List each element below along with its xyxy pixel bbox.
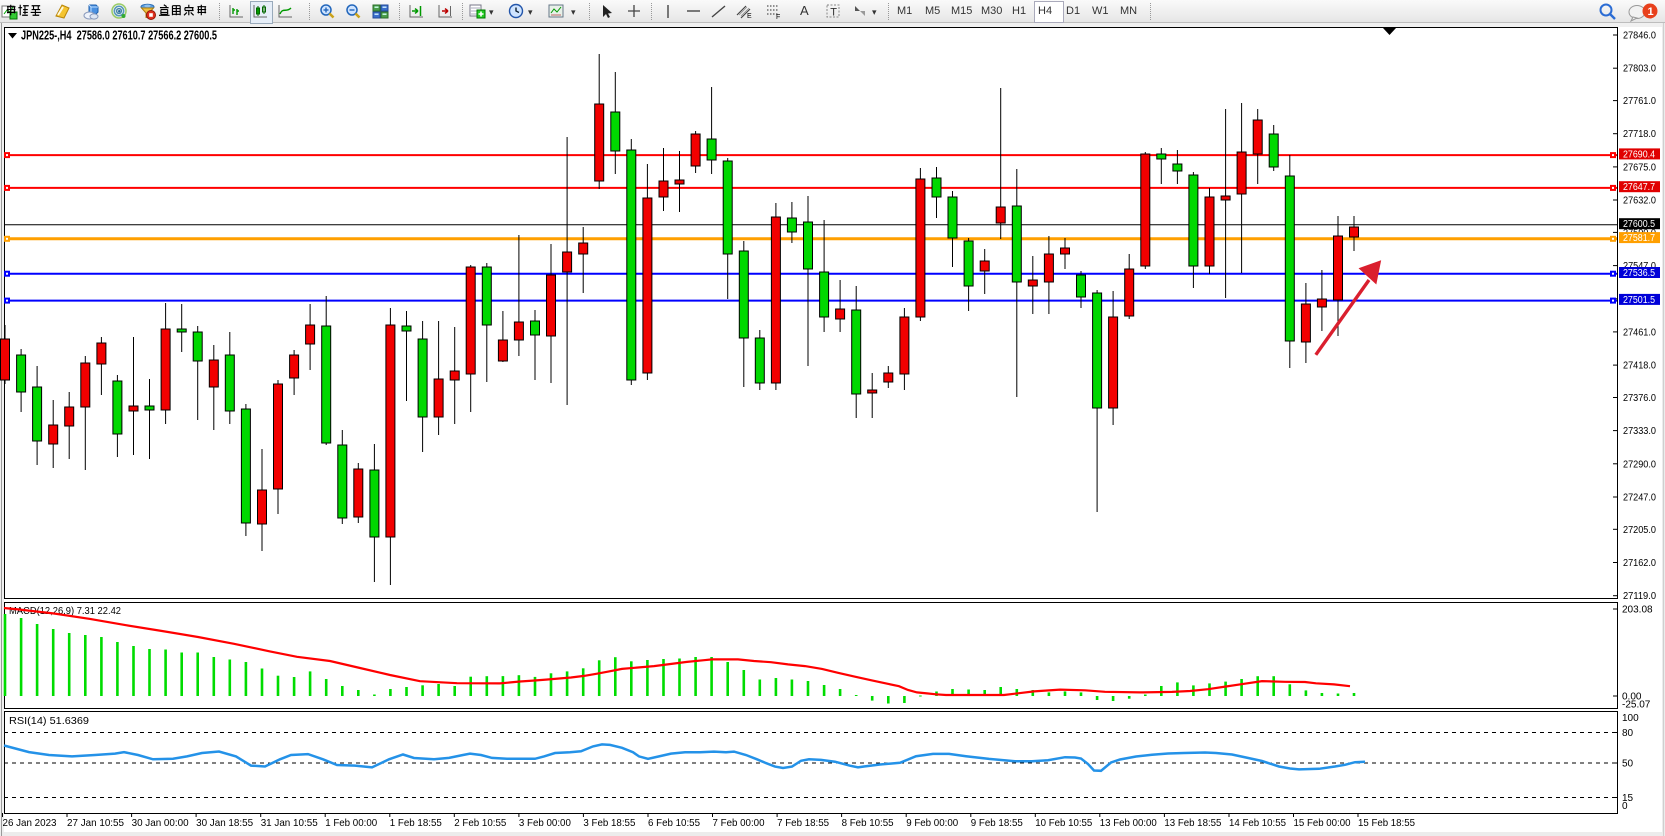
svg-text:27 Jan 10:55: 27 Jan 10:55 [67,817,124,829]
svg-text:15 Feb 18:55: 15 Feb 18:55 [1358,817,1415,829]
svg-text:27690.4: 27690.4 [1623,149,1655,160]
svg-text:RSI(14) 51.6369: RSI(14) 51.6369 [9,715,89,727]
svg-text:27162.0: 27162.0 [1623,558,1656,569]
svg-text:13 Feb 18:55: 13 Feb 18:55 [1164,817,1221,829]
svg-text:0: 0 [1622,801,1628,812]
svg-text:13 Feb 00:00: 13 Feb 00:00 [1100,817,1157,829]
svg-text:27290.0: 27290.0 [1623,459,1656,470]
svg-text:30 Jan 18:55: 30 Jan 18:55 [196,817,253,829]
svg-text:27581.7: 27581.7 [1623,233,1655,244]
svg-text:27418.0: 27418.0 [1623,361,1656,372]
svg-text:27600.5: 27600.5 [1623,219,1655,230]
svg-text:50: 50 [1622,759,1634,770]
svg-text:8 Feb 10:55: 8 Feb 10:55 [842,817,894,829]
svg-text:26 Jan 2023: 26 Jan 2023 [3,817,57,829]
svg-text:MACD(12,26,9) 7.31 22.42: MACD(12,26,9) 7.31 22.42 [9,605,121,617]
svg-text:3 Feb 18:55: 3 Feb 18:55 [583,817,635,829]
svg-text:0.00: 0.00 [1622,692,1642,703]
svg-text:27376.0: 27376.0 [1623,393,1656,404]
svg-text:27501.5: 27501.5 [1623,295,1655,306]
svg-text:27647.7: 27647.7 [1623,182,1655,193]
svg-text:27632.0: 27632.0 [1623,196,1656,207]
svg-text:100: 100 [1622,713,1639,724]
svg-text:E: E [747,13,752,20]
svg-text:1 Feb 00:00: 1 Feb 00:00 [325,817,377,829]
svg-text:30 Jan 00:00: 30 Jan 00:00 [132,817,189,829]
svg-text:80: 80 [1622,728,1634,739]
svg-text:203.08: 203.08 [1622,605,1653,616]
svg-text:27119.0: 27119.0 [1623,591,1656,602]
svg-text:7 Feb 18:55: 7 Feb 18:55 [777,817,829,829]
svg-text:27846.0: 27846.0 [1623,31,1656,42]
svg-text:7 Feb 00:00: 7 Feb 00:00 [713,817,765,829]
svg-text:27675.0: 27675.0 [1623,162,1656,173]
svg-text:15: 15 [1622,793,1634,804]
svg-text:27803.0: 27803.0 [1623,64,1656,75]
svg-text:1 Feb 18:55: 1 Feb 18:55 [390,817,442,829]
svg-text:27461.0: 27461.0 [1623,327,1656,338]
svg-text:T: T [830,7,837,19]
svg-text:-25.07: -25.07 [1622,700,1651,711]
svg-text:27205.0: 27205.0 [1623,525,1656,536]
svg-text:27333.0: 27333.0 [1623,426,1656,437]
svg-text:14 Feb 10:55: 14 Feb 10:55 [1229,817,1286,829]
svg-text:27547.0: 27547.0 [1623,261,1656,272]
svg-text:27718.0: 27718.0 [1623,129,1656,140]
svg-text:27761.0: 27761.0 [1623,96,1656,107]
svg-text:1: 1 [1648,6,1654,18]
svg-text:9 Feb 18:55: 9 Feb 18:55 [971,817,1023,829]
svg-text:27536.5: 27536.5 [1623,268,1655,279]
svg-text:15 Feb 00:00: 15 Feb 00:00 [1294,817,1351,829]
svg-text:6 Feb 10:55: 6 Feb 10:55 [648,817,700,829]
svg-text:31 Jan 10:55: 31 Jan 10:55 [261,817,318,829]
svg-text:10 Feb 10:55: 10 Feb 10:55 [1035,817,1092,829]
svg-text:3 Feb 00:00: 3 Feb 00:00 [519,817,571,829]
svg-text:F: F [776,14,780,20]
svg-text:9 Feb 00:00: 9 Feb 00:00 [906,817,958,829]
svg-text:JPN225-,H4 27586.0 27610.7 27: JPN225-,H4 27586.0 27610.7 27566.2 27600… [21,28,217,43]
svg-text:27247.0: 27247.0 [1623,493,1656,504]
svg-text:2 Feb 10:55: 2 Feb 10:55 [454,817,506,829]
